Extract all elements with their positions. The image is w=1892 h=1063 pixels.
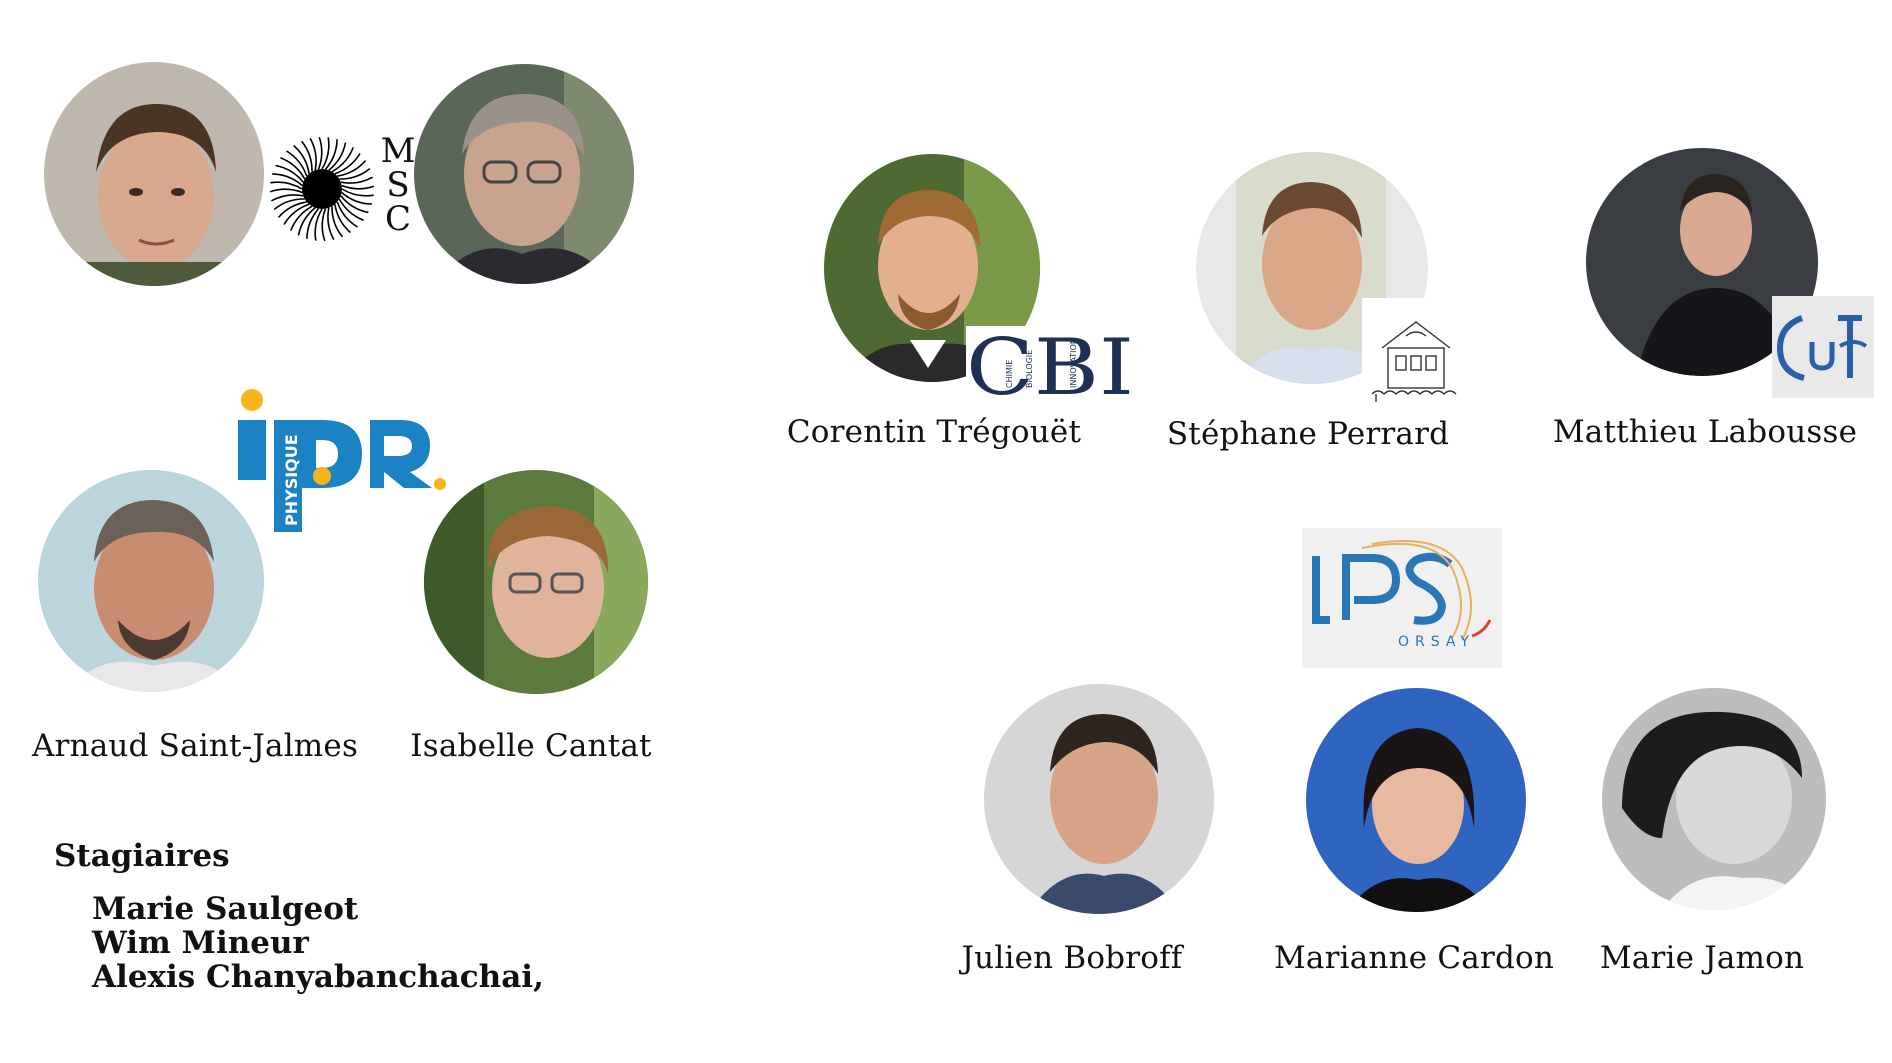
sunburst-ray (286, 150, 308, 177)
cbi-chimie-text: CHIMIE (1005, 360, 1014, 388)
cbi-logo: CBI CHIMIE BIOLOGIE INNOVATION (966, 323, 1136, 413)
msc-letter-s: S (386, 165, 410, 205)
name-julien-bobroff: Julien Bobroff (961, 940, 1183, 976)
sunburst-ray (275, 164, 304, 183)
sunburst-ray (336, 201, 358, 228)
building-sketch-logo (1362, 298, 1470, 406)
photo-isabelle-cantat (424, 470, 648, 694)
cbi-innovation-text: INNOVATION (1069, 338, 1078, 388)
sunburst-ray (314, 208, 323, 241)
sunburst-ray (340, 195, 369, 214)
sunburst-ray (293, 144, 310, 174)
sunburst-ray (283, 203, 310, 225)
stagiaire-item: Alexis Chanyabanchachai, (92, 959, 544, 995)
name-matthieu-labousse: Matthieu Labousse (1552, 414, 1858, 450)
sunburst-ray (280, 157, 306, 180)
sunburst-ray (341, 188, 374, 197)
sunburst-ray (341, 191, 372, 205)
sunburst-ray (321, 208, 327, 242)
sunburst-ray (339, 167, 371, 180)
name-marie-jamon: Marie Jamon (1599, 940, 1805, 976)
sunburst-ray (309, 138, 317, 171)
sunburst-ray (334, 204, 351, 234)
sunburst-ray (334, 153, 361, 175)
sunburst-ray (271, 194, 304, 202)
name-isabelle-cantat: Isabelle Cantat (410, 728, 652, 764)
ipr-physique-text: PHYSIQUE (282, 434, 301, 526)
sunburst-ray (297, 207, 316, 236)
ipr-logo: PHYSIQUE (234, 388, 454, 538)
sunburst-ray (321, 137, 330, 170)
sunburst-ray (327, 207, 335, 240)
name-corentin-tregouet: Corentin Trégouët (786, 414, 1082, 450)
sunburst-ray (272, 173, 303, 187)
photo-person-1 (44, 62, 264, 286)
gulliver-logo (1772, 296, 1874, 398)
sunburst-ray (338, 198, 364, 221)
name-arnaud-saint-jalmes: Arnaud Saint-Jalmes (31, 728, 359, 764)
sunburst-ray (331, 206, 344, 238)
msc-sunburst-logo (269, 136, 375, 242)
sunburst-ray (340, 176, 373, 184)
stagiaires-title: Stagiaires (54, 838, 230, 874)
photo-person-2 (414, 64, 634, 284)
sunburst-ray (337, 160, 367, 177)
sunburst-ray (270, 181, 303, 190)
name-stephane-perrard: Stéphane Perrard (1166, 416, 1450, 452)
photo-matthieu-labousse (1586, 148, 1818, 376)
sunburst-ray (273, 198, 305, 211)
msc-letter-c: C (384, 199, 411, 239)
lps-orsay-logo: ORSAY (1302, 528, 1502, 668)
cbi-biologie-text: BIOLOGIE (1025, 350, 1034, 388)
sunburst-ray (317, 136, 323, 170)
photo-arnaud-saint-jalmes (38, 470, 264, 692)
name-marianne-cardon: Marianne Cardon (1273, 940, 1555, 976)
photo-julien-bobroff (984, 684, 1214, 914)
sunburst-ray (300, 140, 313, 172)
sunburst-ray (277, 201, 307, 218)
cbi-letter-text: CBI (966, 326, 1134, 398)
sunburst-ray (328, 142, 347, 171)
lps-orsay-text: ORSAY (1398, 634, 1475, 650)
photo-stephane-perrard (1196, 152, 1428, 384)
stagiaire-item: Wim Mineur (92, 925, 309, 961)
sunburst-ray (290, 205, 313, 231)
msc-letters: M S C (380, 134, 416, 236)
sunburst-ray (324, 139, 338, 170)
stagiaire-item: Marie Saulgeot (92, 891, 359, 927)
stagiaires-list: Marie Saulgeot Wim Mineur Alexis Chanyab… (92, 892, 544, 994)
photo-marianne-cardon (1306, 688, 1526, 912)
sunburst-ray (269, 188, 303, 194)
sunburst-ray (331, 147, 354, 173)
sunburst-ray (341, 184, 375, 190)
sunburst-ray (306, 208, 320, 239)
photo-marie-jamon (1602, 688, 1826, 910)
msc-letter-m: M (380, 131, 416, 171)
